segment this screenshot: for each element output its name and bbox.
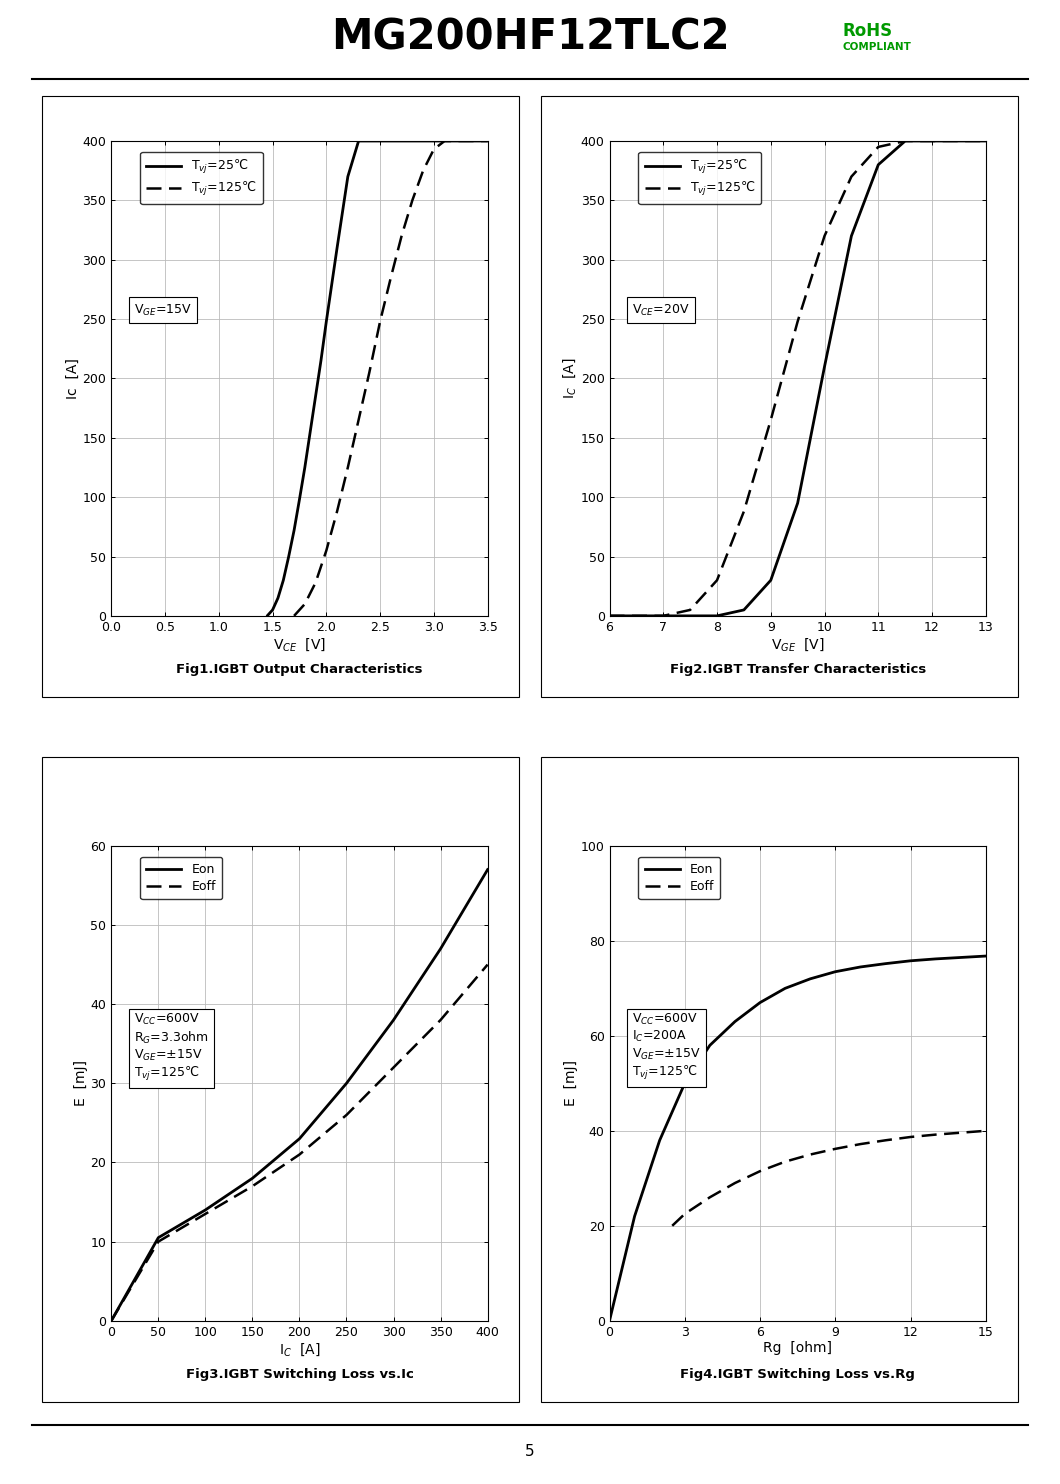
Text: V$_{CE}$=20V: V$_{CE}$=20V bbox=[632, 303, 690, 318]
Text: V$_{GE}$=15V: V$_{GE}$=15V bbox=[134, 303, 192, 318]
Text: RoHS: RoHS bbox=[843, 22, 893, 40]
X-axis label: V$_{GE}$  [V]: V$_{GE}$ [V] bbox=[771, 637, 825, 653]
Text: V$_{CC}$=600V
I$_C$=200A
V$_{GE}$=±15V
T$_{vj}$=125℃: V$_{CC}$=600V I$_C$=200A V$_{GE}$=±15V T… bbox=[632, 1012, 701, 1082]
Text: MG200HF12TLC2: MG200HF12TLC2 bbox=[331, 16, 729, 58]
Legend: Eon, Eoff: Eon, Eoff bbox=[140, 856, 223, 899]
Text: Fig3.IGBT Switching Loss vs.Ic: Fig3.IGBT Switching Loss vs.Ic bbox=[186, 1368, 413, 1382]
Text: 5: 5 bbox=[525, 1444, 535, 1459]
Text: COMPLIANT: COMPLIANT bbox=[843, 43, 912, 52]
Legend: Eon, Eoff: Eon, Eoff bbox=[638, 856, 721, 899]
Y-axis label: I$_C$  [A]: I$_C$ [A] bbox=[561, 358, 578, 399]
Text: Fig4.IGBT Switching Loss vs.Rg: Fig4.IGBT Switching Loss vs.Rg bbox=[681, 1368, 915, 1382]
Y-axis label: Ic  [A]: Ic [A] bbox=[66, 358, 80, 399]
Legend: T$_{vj}$=25℃, T$_{vj}$=125℃: T$_{vj}$=25℃, T$_{vj}$=125℃ bbox=[638, 151, 761, 205]
X-axis label: I$_C$  [A]: I$_C$ [A] bbox=[279, 1342, 320, 1358]
Y-axis label: E  [mJ]: E [mJ] bbox=[73, 1061, 88, 1106]
X-axis label: V$_{CE}$  [V]: V$_{CE}$ [V] bbox=[273, 637, 325, 653]
Text: Fig1.IGBT Output Characteristics: Fig1.IGBT Output Characteristics bbox=[176, 663, 423, 677]
Y-axis label: E  [mJ]: E [mJ] bbox=[564, 1061, 578, 1106]
X-axis label: Rg  [ohm]: Rg [ohm] bbox=[763, 1342, 832, 1355]
Legend: T$_{vj}$=25℃, T$_{vj}$=125℃: T$_{vj}$=25℃, T$_{vj}$=125℃ bbox=[140, 151, 263, 205]
Text: Fig2.IGBT Transfer Characteristics: Fig2.IGBT Transfer Characteristics bbox=[670, 663, 925, 677]
Text: V$_{CC}$=600V
R$_G$=3.3ohm
V$_{GE}$=±15V
T$_{vj}$=125℃: V$_{CC}$=600V R$_G$=3.3ohm V$_{GE}$=±15V… bbox=[134, 1012, 209, 1083]
